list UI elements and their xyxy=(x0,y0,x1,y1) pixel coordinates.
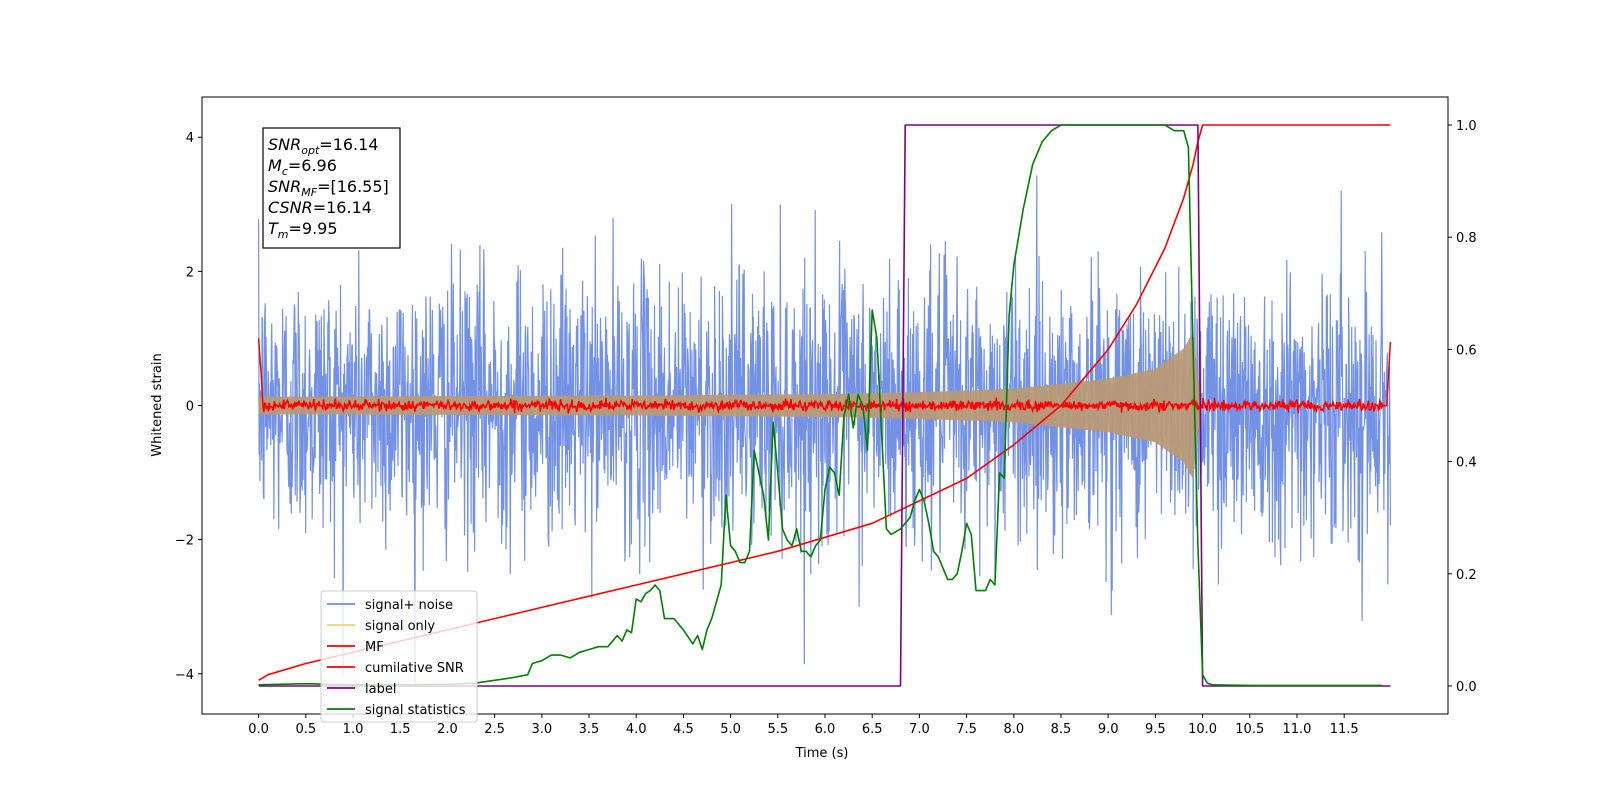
y-left-tick-label: −2 xyxy=(175,534,194,549)
x-tick-label: 1.0 xyxy=(343,722,364,737)
y-left-tick-label: 2 xyxy=(186,265,194,280)
legend-label: cumilative SNR xyxy=(365,661,464,676)
x-tick-label: 7.0 xyxy=(909,722,930,737)
x-tick-label: 9.5 xyxy=(1145,722,1166,737)
legend-label: signal+ noise xyxy=(365,598,453,613)
y-axis-left: −4 −2 0 2 4 xyxy=(175,131,202,683)
series-signal-only-line xyxy=(258,332,1391,480)
x-tick-label: 4.0 xyxy=(626,722,647,737)
x-tick-label: 6.0 xyxy=(815,722,836,737)
y-axis-left-label: Whitened strain xyxy=(150,353,165,456)
x-tick-label: 7.5 xyxy=(956,722,977,737)
x-tick-label: 6.5 xyxy=(862,722,883,737)
x-tick-label: 2.0 xyxy=(437,722,458,737)
x-tick-label: 5.0 xyxy=(720,722,741,737)
x-tick-label: 8.5 xyxy=(1051,722,1072,737)
y-right-tick-label: 0.2 xyxy=(1456,568,1477,583)
y-left-tick-label: 4 xyxy=(186,131,194,146)
info-line: Tm=9.95 xyxy=(268,219,338,241)
series-signal-statistics-line xyxy=(258,124,1382,687)
legend: signal+ noise signal only MF cumilative SNR… xyxy=(320,590,478,723)
x-tick-label: 0.0 xyxy=(248,722,269,737)
y-right-tick-label: 0.4 xyxy=(1456,456,1477,471)
y-right-tick-label: 0.6 xyxy=(1456,343,1477,358)
x-tick-label: 3.5 xyxy=(579,722,600,737)
legend-label: signal statistics xyxy=(365,703,466,718)
x-tick-label: 9.0 xyxy=(1098,722,1119,737)
y-right-tick-label: 1.0 xyxy=(1456,119,1477,134)
y-left-tick-label: 0 xyxy=(186,400,194,415)
y-right-tick-label: 0.8 xyxy=(1456,231,1477,246)
x-tick-label: 2.5 xyxy=(484,722,505,737)
y-axis-right: 0.0 0.2 0.4 0.6 0.8 1.0 xyxy=(1448,119,1477,695)
x-tick-label: 11.5 xyxy=(1330,722,1359,737)
legend-label: MF xyxy=(365,640,384,655)
info-line: Mc=6.96 xyxy=(268,156,337,178)
x-tick-label: 4.5 xyxy=(673,722,694,737)
info-line: CSNR=16.14 xyxy=(268,198,372,217)
x-tick-label: 10.5 xyxy=(1235,722,1264,737)
x-tick-label: 8.0 xyxy=(1003,722,1024,737)
x-tick-label: 1.5 xyxy=(390,722,411,737)
y-right-tick-label: 0.0 xyxy=(1456,680,1477,695)
info-line: SNRopt=16.14 xyxy=(268,135,379,157)
legend-label: label xyxy=(365,682,396,697)
legend-label: signal only xyxy=(365,619,435,634)
series-mf-line xyxy=(257,338,1392,415)
info-line: SNRMF=[16.55] xyxy=(268,177,389,199)
x-axis-label: Time (s) xyxy=(795,746,849,761)
x-tick-label: 0.5 xyxy=(295,722,316,737)
x-tick-label: 3.0 xyxy=(531,722,552,737)
series-label-line xyxy=(258,124,1391,687)
x-tick-label: 11.0 xyxy=(1282,722,1311,737)
x-axis: 0.0 0.5 1.0 1.5 2.0 2.5 3.0 3.5 4.0 4.5 5.0 5.5 6.0 6… xyxy=(248,714,1359,737)
x-tick-label: 5.5 xyxy=(767,722,788,737)
y-left-tick-label: −4 xyxy=(175,668,194,683)
x-tick-label: 10.0 xyxy=(1188,722,1217,737)
info-box: SNRopt=16.14Mc=6.96SNRMF=[16.55]CSNR=16.… xyxy=(262,127,401,249)
